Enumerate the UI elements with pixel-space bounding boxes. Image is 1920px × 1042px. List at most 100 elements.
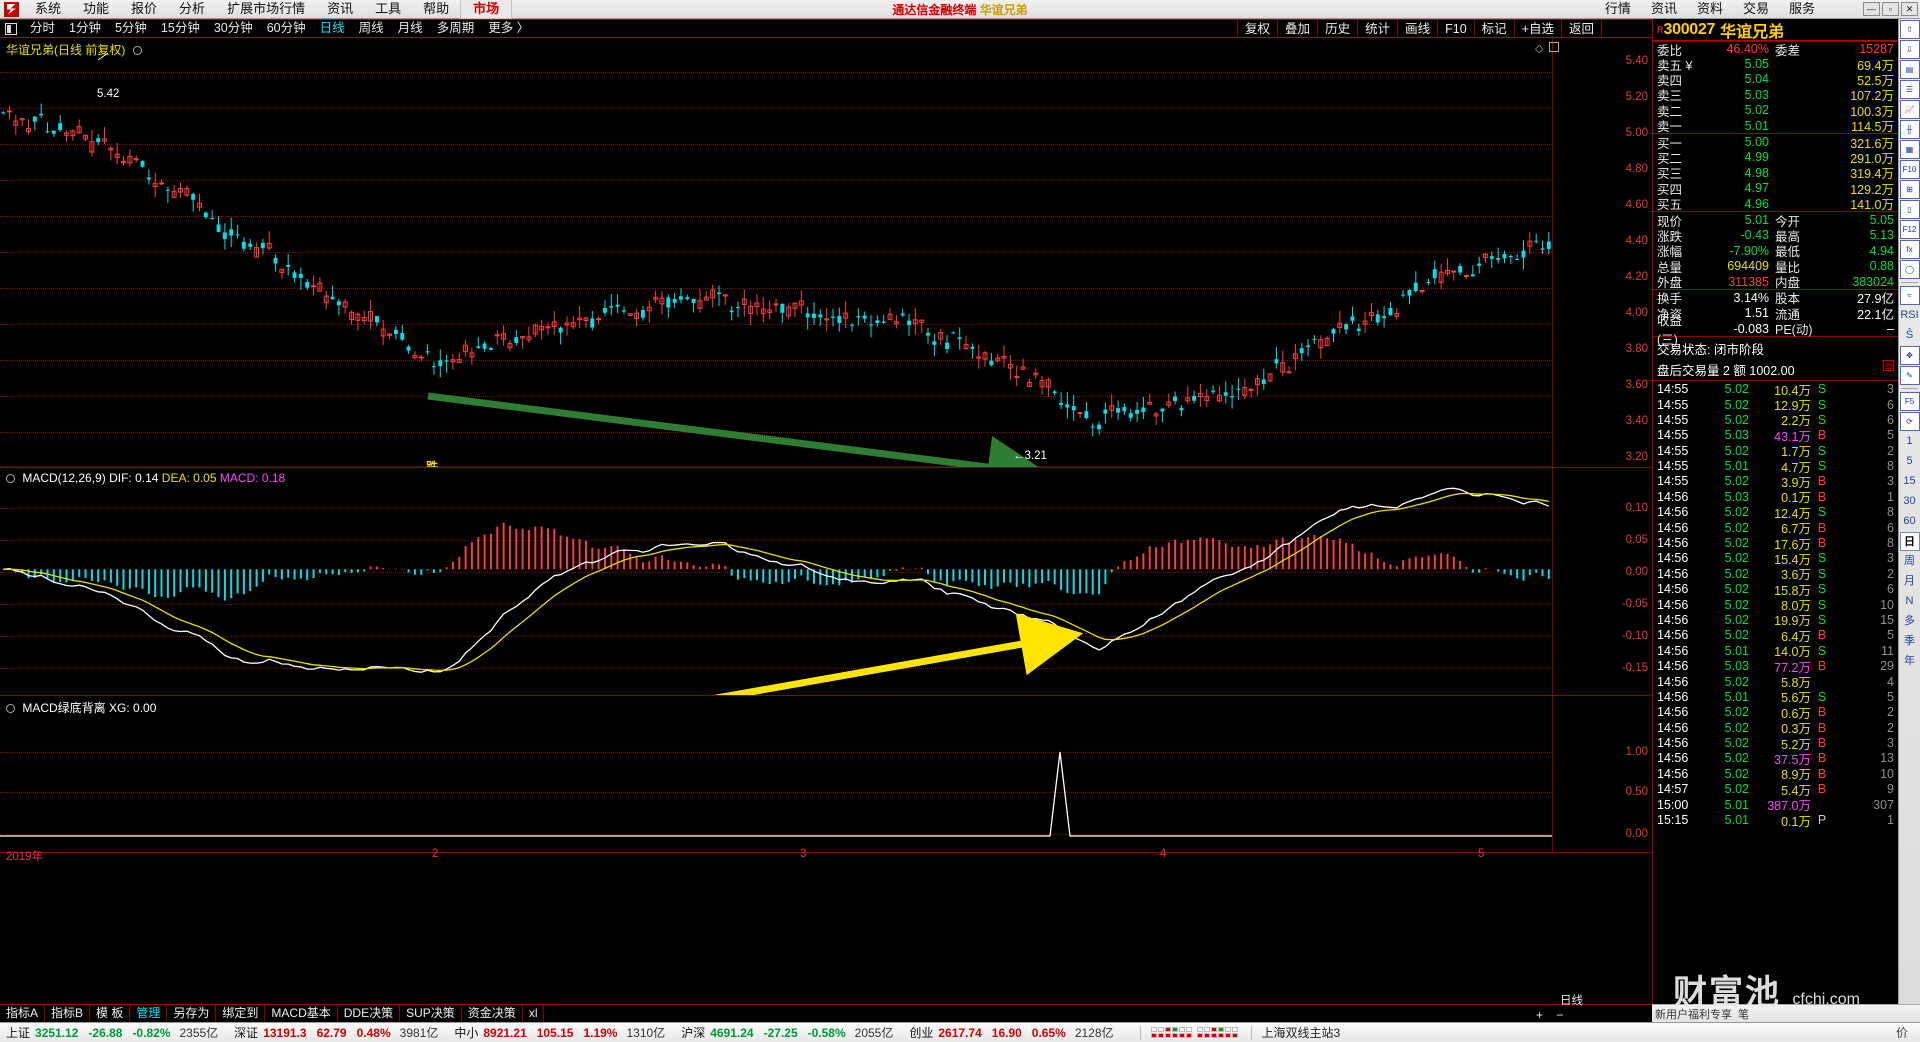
period-fenshi[interactable]: 分时 <box>30 21 56 35</box>
tool-lishi[interactable]: 历史 <box>1317 19 1357 38</box>
tick-row[interactable]: 14:56 5.03 0.1万 B 1 <box>1657 489 1894 506</box>
period-weekly[interactable]: 周线 <box>358 21 384 35</box>
f10-icon[interactable]: F10 <box>1899 160 1920 179</box>
tick-row[interactable]: 14:56 5.02 12.4万 S 8 <box>1657 505 1894 521</box>
tick-row[interactable]: 14:56 5.02 6.4万 B 5 <box>1657 628 1894 644</box>
menu-item-news[interactable]: 资讯 <box>327 1 354 16</box>
index-沪深[interactable]: 沪深 4691.24 -27.25 -0.58% 2055亿 <box>681 1025 894 1041</box>
layout-icon[interactable] <box>5 22 17 35</box>
pencil-icon[interactable]: ✎ <box>1899 366 1920 385</box>
period-30min[interactable]: 30分钟 <box>213 21 253 35</box>
menu-item-fuwu[interactable]: 服务 <box>1788 1 1815 16</box>
maximize-button[interactable]: ▫ <box>1882 2 1899 16</box>
period-rail-年[interactable]: 年 <box>1904 655 1915 667</box>
period-rail-季[interactable]: 季 <box>1904 635 1915 647</box>
kline-plot[interactable]: 5.42 ←3.21 跌 华谊兄弟(日线 前复权) <box>0 38 1552 467</box>
period-more[interactable]: 更多 〉 <box>488 21 530 35</box>
refresh-icon[interactable]: ⟳ <box>1899 412 1920 431</box>
tick-row[interactable]: 14:56 5.02 0.6万 B 2 <box>1657 705 1894 721</box>
diamond-icon[interactable]: ◇ <box>1535 43 1544 55</box>
menu-item-system[interactable]: 系统 <box>35 1 62 16</box>
square-icon[interactable] <box>1549 42 1559 52</box>
tool-biaoji[interactable]: 标记 <box>1473 19 1514 38</box>
news-icon[interactable]: ▦ <box>1899 140 1920 159</box>
tick-row[interactable]: 14:56 5.02 5.8万 4 <box>1657 674 1894 691</box>
period-60min[interactable]: 60分钟 <box>266 21 306 35</box>
menu-item-help[interactable]: 帮助 <box>423 1 450 16</box>
tick-row[interactable]: 14:56 5.02 37.5万 B 13 <box>1657 751 1894 767</box>
tool-f10[interactable]: F10 <box>1437 19 1474 38</box>
doc-icon[interactable]: ▯ <box>1899 200 1920 219</box>
index-上证[interactable]: 上证 3251.12 -26.88 -0.82% 2355亿 <box>6 1025 219 1041</box>
line-chart-icon[interactable]: 📈 <box>1899 100 1920 119</box>
menu-item-zixun[interactable]: 资讯 <box>1650 1 1677 16</box>
menu-item-market[interactable]: 市场 <box>460 0 513 19</box>
template-button[interactable]: 模 板 <box>90 1005 131 1022</box>
fund-decision-button[interactable]: 资金决策 <box>462 1005 523 1022</box>
macd-plot[interactable]: MACD(12,26,9) DIF: 0.14 DEA: 0.05 MACD: … <box>0 468 1552 695</box>
up-arrow-icon[interactable]: ⇧ <box>1899 20 1920 39</box>
tick-row[interactable]: 14:56 5.01 5.6万 S 5 <box>1657 689 1894 706</box>
period-multi[interactable]: 多周期 <box>436 21 475 35</box>
period-rail-周[interactable]: 周 <box>1904 555 1915 567</box>
rsi-icon[interactable]: RSI <box>1900 309 1919 321</box>
period-rail-月[interactable]: 月 <box>1904 575 1915 587</box>
menu-item-hangqing[interactable]: 行情 <box>1604 1 1631 16</box>
period-1min[interactable]: 1分钟 <box>69 21 101 35</box>
period-rail-日[interactable]: 日 <box>1899 532 1920 551</box>
manage-button[interactable]: 管理 <box>130 1005 168 1022</box>
index-深证[interactable]: 深证 13191.3 62.79 0.48% 3981亿 <box>234 1025 439 1041</box>
period-rail-1[interactable]: 1 <box>1906 435 1913 447</box>
menu-item-analysis[interactable]: 分析 <box>179 1 206 16</box>
period-rail-N[interactable]: N <box>1905 595 1914 607</box>
dde-decision-button[interactable]: DDE决策 <box>338 1005 401 1022</box>
period-rail[interactable]: 1 5 15 30 60 日周月 N 多季年 <box>1899 432 1920 671</box>
formula-icon[interactable]: fx <box>1899 240 1920 259</box>
menu-item-function[interactable]: 功能 <box>83 1 110 16</box>
tool-add-favorite[interactable]: +自选 <box>1513 19 1561 38</box>
tick-row[interactable]: 14:56 5.02 15.8万 S 6 <box>1657 582 1894 598</box>
tick-row[interactable]: 14:56 5.02 19.9万 S 15 <box>1657 612 1894 629</box>
sub-indicator-pane[interactable]: MACD绿底背离 XG: 0.00 1.00 0.50 0.00 <box>0 696 1652 853</box>
macd-pane[interactable]: MACD(12,26,9) DIF: 0.14 DEA: 0.05 MACD: … <box>0 468 1652 696</box>
tick-row[interactable]: 14:55 5.02 12.9万 S 6 <box>1657 397 1894 414</box>
indicator-b-button[interactable]: 指标B <box>45 1005 91 1022</box>
macd-basic-button[interactable]: MACD基本 <box>265 1005 338 1022</box>
kline-pane[interactable]: 5.42 ←3.21 跌 华谊兄弟(日线 前复权) 5.40 5.20 5.00… <box>0 38 1652 468</box>
period-rail-15[interactable]: 15 <box>1903 475 1916 487</box>
tick-row[interactable]: 14:56 5.02 3.6万 S 2 <box>1657 566 1894 583</box>
zoom-controls[interactable]: + − <box>1536 1008 1563 1022</box>
tool-huaxian[interactable]: 画线 <box>1397 19 1437 38</box>
period-rail-多[interactable]: 多 <box>1904 615 1915 627</box>
menu-item-tools[interactable]: 工具 <box>375 1 402 16</box>
index-中小[interactable]: 中小 8921.21 105.15 1.19% 1310亿 <box>454 1025 666 1041</box>
wave-icon[interactable]: ≈ <box>1899 286 1920 305</box>
close-button[interactable]: ✕ <box>1901 2 1918 16</box>
period-monthly[interactable]: 月线 <box>397 21 423 35</box>
list-icon[interactable]: ☰ <box>1899 80 1920 99</box>
sub-indicator-plot[interactable]: MACD绿底背离 XG: 0.00 <box>0 696 1552 852</box>
tick-row[interactable]: 14:56 5.01 14.0万 S 11 <box>1657 643 1894 660</box>
tool-return[interactable]: 返回 <box>1560 19 1602 38</box>
tick-row[interactable]: 14:56 5.02 5.2万 B 3 <box>1657 736 1894 752</box>
zoom-in-icon[interactable]: + <box>1536 1008 1544 1022</box>
tool-diejia[interactable]: 叠加 <box>1277 19 1317 38</box>
menu-item-jiaoyi[interactable]: 交易 <box>1742 1 1769 16</box>
indicator-a-button[interactable]: 指标A <box>0 1005 46 1022</box>
volume-bar-icon[interactable]: ▥ <box>1883 360 1894 372</box>
tick-list[interactable]: 14:55 5.02 10.4万 S 3 14:55 5.02 12.9万 S … <box>1653 380 1898 829</box>
s-icon[interactable]: Ŝ <box>1905 329 1914 341</box>
tick-row[interactable]: 15:15 5.01 0.1万 P 1 <box>1657 813 1894 829</box>
f5-icon[interactable]: F5 <box>1899 392 1920 411</box>
period-15min[interactable]: 15分钟 <box>160 21 200 35</box>
minimize-button[interactable]: — <box>1863 2 1880 16</box>
tick-row[interactable]: 14:56 5.03 77.2万 B 29 <box>1657 659 1894 675</box>
period-rail-5[interactable]: 5 <box>1906 455 1913 467</box>
tick-row[interactable]: 14:56 5.02 17.6万 B 8 <box>1657 536 1894 552</box>
save-as-button[interactable]: 另存为 <box>167 1005 217 1022</box>
menu-item-ziliao[interactable]: 资料 <box>1696 1 1723 16</box>
candle-icon[interactable]: ╫ <box>1899 120 1920 139</box>
period-rail-30[interactable]: 30 <box>1903 495 1916 507</box>
tick-row[interactable]: 14:55 5.02 10.4万 S 3 <box>1657 382 1894 398</box>
tick-row[interactable]: 14:56 5.02 0.3万 B 2 <box>1657 720 1894 737</box>
